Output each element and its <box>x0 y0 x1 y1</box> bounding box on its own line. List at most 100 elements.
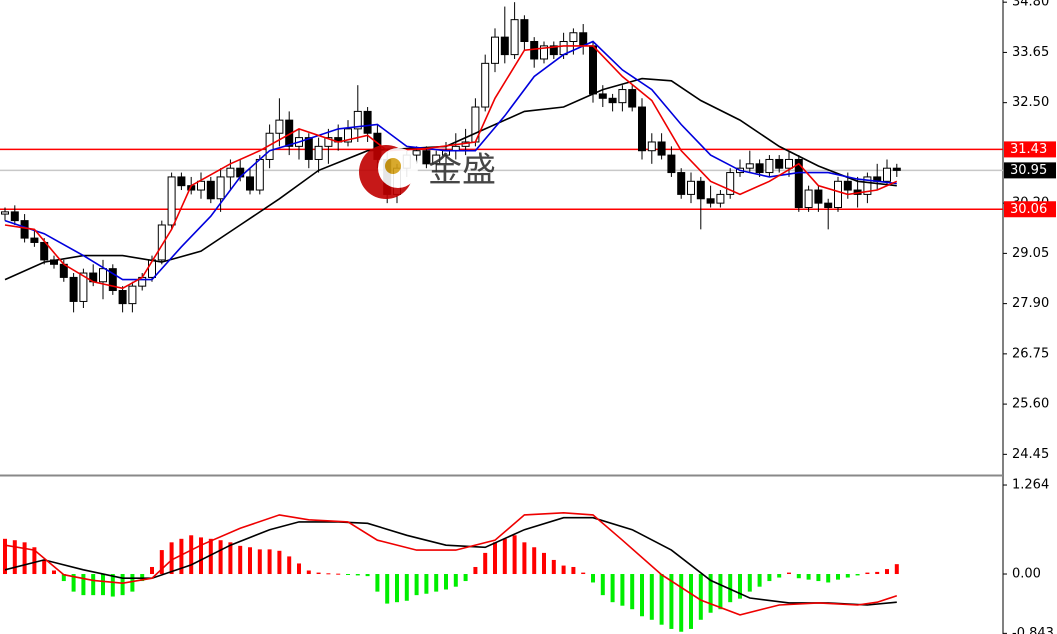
histogram-bar <box>346 574 350 576</box>
candle-body <box>696 180 705 200</box>
candle-body <box>314 145 323 160</box>
histogram-bar <box>708 574 713 613</box>
candle-body <box>363 110 372 134</box>
histogram-bar <box>483 552 488 575</box>
histogram-bar <box>257 549 262 575</box>
y-tick-label: 26.75 <box>1012 346 1049 361</box>
histogram-bar <box>277 550 282 575</box>
line-series <box>4 511 898 616</box>
histogram-bar <box>365 574 370 577</box>
histogram-bar <box>542 552 546 575</box>
candle-body <box>687 180 695 195</box>
candle-body <box>246 176 254 191</box>
histogram-bar <box>287 556 292 575</box>
candle-body <box>638 106 646 152</box>
histogram-bar <box>659 574 664 625</box>
candle-body <box>275 119 284 134</box>
candle-body <box>177 176 186 187</box>
candle-body <box>344 128 352 143</box>
candle-body <box>598 93 607 99</box>
line-series <box>4 77 897 281</box>
candle-body <box>167 176 176 226</box>
histogram-bar <box>169 542 174 575</box>
candle-body <box>549 45 558 56</box>
candle-body <box>118 290 127 305</box>
histogram-bar <box>522 542 527 575</box>
histogram-bar <box>816 574 821 582</box>
histogram-bar <box>512 535 517 575</box>
histogram-bar <box>414 574 419 596</box>
histogram-bar <box>640 574 644 617</box>
candle-body <box>716 193 725 204</box>
histogram-bar <box>473 566 478 575</box>
histogram-bar <box>561 565 566 575</box>
histogram-bar <box>120 574 125 596</box>
histogram-bar <box>159 550 164 575</box>
histogram-bar <box>208 538 213 575</box>
y-tick-label: 0.00 <box>1012 567 1041 582</box>
histogram-bar <box>836 574 840 580</box>
candle-body <box>1 211 9 215</box>
histogram-bar <box>404 574 409 601</box>
candle-body <box>157 224 166 261</box>
candle-body <box>863 176 872 195</box>
histogram-bar <box>52 570 56 575</box>
histogram-bar <box>91 574 96 596</box>
candle-body <box>824 202 833 209</box>
candle-body <box>667 154 676 174</box>
histogram-bar <box>444 574 448 590</box>
candle-body <box>510 19 519 56</box>
line-series <box>4 40 897 281</box>
histogram-bar <box>738 574 742 599</box>
histogram-bar <box>571 566 576 575</box>
candle-body <box>128 285 137 305</box>
histogram-bar <box>806 574 811 580</box>
y-tick-label: 1.264 <box>1012 478 1049 493</box>
watermark: 金盛 <box>359 145 496 199</box>
histogram-bar <box>669 574 674 629</box>
level-label: 30.06 <box>1010 202 1047 217</box>
y-tick-label: -0.843 <box>1012 626 1054 634</box>
candle-body <box>677 172 686 195</box>
histogram-bar <box>610 574 615 603</box>
candle-body <box>255 158 264 191</box>
histogram-bar <box>551 559 556 575</box>
histogram-bar <box>757 574 762 587</box>
candle-body <box>745 163 754 169</box>
candle-body <box>834 180 842 209</box>
histogram-bar <box>130 574 135 592</box>
candle-body <box>775 158 784 169</box>
candle-body <box>79 272 88 302</box>
histogram-bar <box>3 538 7 575</box>
candle-body <box>226 167 235 178</box>
level-box <box>1004 201 1056 218</box>
histogram-bar <box>199 537 203 575</box>
candle-body <box>412 150 421 156</box>
candle-body <box>618 89 627 104</box>
candle-body <box>804 189 813 209</box>
histogram-bar <box>600 574 605 596</box>
y-tick-label: 29.05 <box>1012 246 1049 261</box>
histogram-bar <box>306 570 311 575</box>
candle-body <box>108 268 117 292</box>
candle-body <box>814 189 823 204</box>
histogram-bar <box>630 574 635 610</box>
candle-body <box>500 36 509 56</box>
histogram-bar <box>355 574 360 576</box>
histogram-bar <box>718 574 723 610</box>
histogram-bar <box>101 574 105 596</box>
candle-body <box>520 19 529 43</box>
candle-body <box>540 45 548 60</box>
histogram-bar <box>747 574 752 592</box>
y-tick-label: 32.50 <box>1012 95 1049 110</box>
histogram-bar <box>649 574 654 620</box>
candle-body <box>755 163 764 174</box>
candle-body <box>657 141 666 156</box>
candle-body <box>843 180 852 191</box>
histogram-bar <box>845 574 850 578</box>
histogram-bar <box>424 574 429 594</box>
histogram-bar <box>855 574 860 576</box>
candle-body <box>892 167 901 171</box>
